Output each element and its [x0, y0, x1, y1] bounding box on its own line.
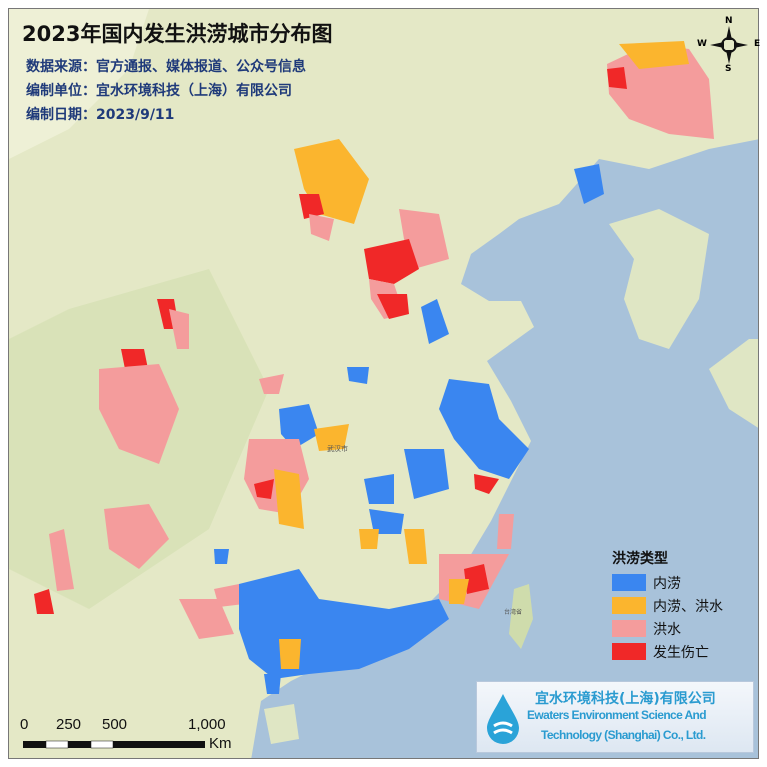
region-heilongjiang-flood	[607, 44, 714, 139]
logo-company-en-line2: Technology (Shanghai) Co., Ltd.	[541, 728, 706, 742]
scale-tick-500: 500	[102, 716, 128, 733]
hainan-land	[264, 704, 299, 744]
legend-item-flood: 洪水	[612, 617, 723, 640]
region-waterlogging	[404, 449, 449, 499]
legend-item-casualty: 发生伤亡	[612, 640, 723, 663]
region-casualty	[34, 589, 54, 614]
region-east-waterlogging	[439, 379, 529, 479]
region-flood	[169, 309, 189, 349]
compass-s: S	[725, 64, 732, 74]
scale-tick-0: 0	[20, 716, 29, 733]
region-flood	[497, 514, 514, 549]
label-wuhan: 武汉市	[327, 444, 348, 453]
region-inland-flood	[619, 41, 689, 69]
scale-unit: Km	[209, 735, 232, 752]
region-casualty	[607, 67, 627, 89]
scale-tick-250: 250	[56, 716, 82, 733]
region-waterlogging	[574, 164, 604, 204]
japan-land	[709, 339, 758, 428]
compass-w: W	[697, 39, 707, 49]
region-waterlogging	[369, 509, 404, 534]
region-flood	[259, 374, 284, 394]
flood-regions	[34, 41, 714, 694]
region-waterlogging	[264, 674, 281, 694]
water-drop-logo-icon	[487, 694, 519, 744]
region-waterlogging	[214, 549, 229, 564]
scale-tick-1000: 1,000	[188, 716, 226, 733]
data-source: 数据来源：官方通报、媒体报道、公众号信息	[26, 59, 306, 75]
legend-label: 内涝	[653, 575, 681, 592]
legend-swatch	[612, 597, 646, 614]
region-casualty	[464, 564, 489, 594]
region-casualty	[474, 474, 499, 494]
region-flood	[104, 504, 169, 569]
logo-company-cn: 宜水环境科技(上海)有限公司	[535, 691, 716, 707]
taiwan-land	[509, 584, 533, 649]
legend-swatch	[612, 643, 646, 660]
north-arrow: N S W E	[697, 16, 760, 74]
company-logo-panel: 宜水环境科技(上海)有限公司 Ewaters Environment Scien…	[476, 681, 754, 753]
region-casualty	[299, 194, 324, 219]
region-waterlogging	[279, 404, 319, 449]
region-waterlogging	[364, 474, 394, 504]
region-flood	[214, 584, 244, 607]
plateau-shading	[9, 9, 149, 159]
region-inland-flood	[359, 529, 379, 549]
legend-label: 发生伤亡	[653, 644, 709, 661]
scale-bar-graphic	[23, 740, 205, 749]
region-inland-flood	[404, 529, 427, 564]
region-casualty	[364, 239, 419, 284]
logo-company-en-line1: Ewaters Environment Science And	[527, 708, 707, 722]
region-inland-flood	[274, 469, 304, 529]
legend-item-waterlogging-flood: 内涝、洪水	[612, 594, 723, 617]
region-waterlogging	[347, 367, 369, 384]
compass-n: N	[725, 16, 733, 26]
legend-swatch	[612, 574, 646, 591]
region-inland-flood	[279, 639, 301, 669]
compile-date: 编制日期：2023/9/11	[26, 107, 175, 123]
region-flood	[179, 599, 234, 639]
legend: 洪涝类型 内涝 内涝、洪水 洪水 发生伤亡	[612, 548, 723, 663]
legend-swatch	[612, 620, 646, 637]
region-flood	[49, 529, 74, 591]
region-inland-flood	[314, 424, 349, 451]
compiling-unit: 编制单位：宜水环境科技（上海）有限公司	[26, 83, 292, 99]
compass-e: E	[754, 39, 761, 49]
legend-label: 内涝、洪水	[653, 598, 723, 615]
region-waterlogging	[421, 299, 449, 344]
label-taiwan: 台湾省	[504, 608, 522, 616]
region-casualty	[377, 294, 409, 319]
region-sichuan-flood	[99, 364, 179, 464]
compass-icon	[710, 26, 748, 64]
legend-item-waterlogging: 内涝	[612, 571, 723, 594]
legend-label: 洪水	[653, 621, 681, 638]
region-inland-flood	[449, 579, 469, 604]
korea-land	[609, 209, 709, 349]
region-casualty	[254, 479, 274, 499]
legend-title: 洪涝类型	[612, 551, 668, 567]
region-flood	[309, 214, 334, 241]
map-title: 2023年国内发生洪涝城市分布图	[22, 22, 333, 46]
